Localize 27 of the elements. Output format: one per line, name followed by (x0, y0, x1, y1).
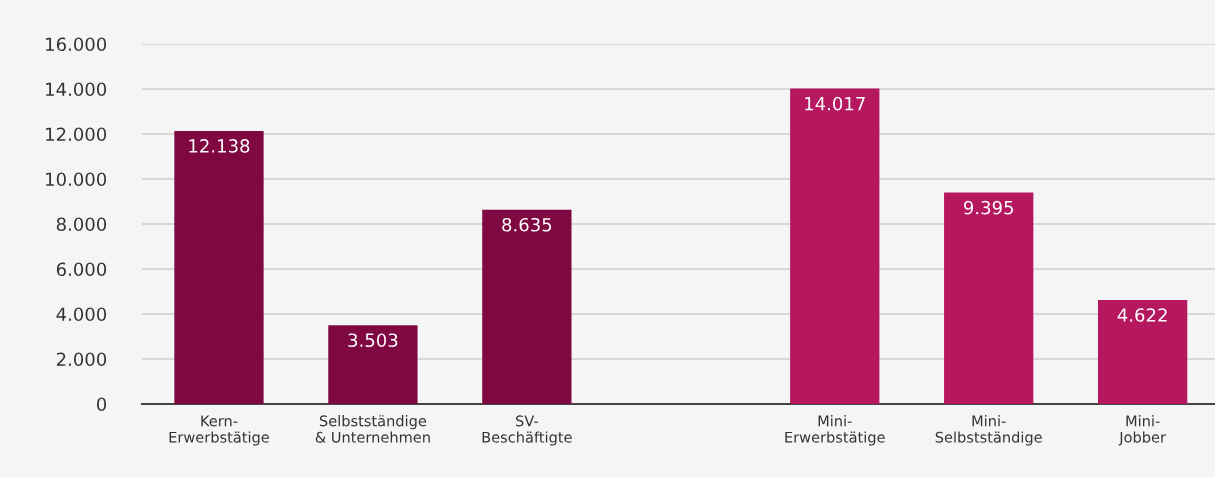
data-label: 12.138 (189, 139, 250, 153)
data-label: 4.622 (1117, 308, 1167, 322)
data-label: 14.017 (805, 96, 865, 111)
y-tick-label: 6.000 (56, 262, 107, 277)
x-tick-label: Mini- Jobber (1118, 415, 1166, 446)
y-tick-label: 8.000 (56, 217, 107, 232)
data-label: 3.503 (348, 333, 398, 348)
data-label: 9.395 (963, 200, 1013, 215)
y-tick-label: 10.000 (46, 172, 107, 187)
y-tick-label: 12.000 (46, 127, 107, 142)
y-tick-label: 0 (96, 397, 107, 412)
bar (174, 130, 264, 404)
y-tick-label: 4.000 (56, 307, 107, 322)
bar (790, 88, 880, 404)
x-tick-label: Kern- Erwerbstätige (169, 415, 269, 446)
x-tick-label: Mini- Erwerbstätige (785, 415, 885, 446)
bar (482, 209, 572, 404)
x-tick-label: Mini- Selbstständige (935, 415, 1042, 446)
bar (328, 325, 418, 404)
x-tick-label: Selbstständige & Unternehmen (315, 415, 430, 443)
y-tick-label: 16.000 (46, 37, 107, 52)
data-label: 8.635 (502, 217, 552, 232)
bar (944, 192, 1034, 404)
bar (1098, 300, 1188, 404)
y-tick-label: 14.000 (46, 82, 107, 97)
x-tick-label: SV- Beschäftigte (482, 415, 572, 446)
y-tick-label: 2.000 (56, 352, 107, 367)
